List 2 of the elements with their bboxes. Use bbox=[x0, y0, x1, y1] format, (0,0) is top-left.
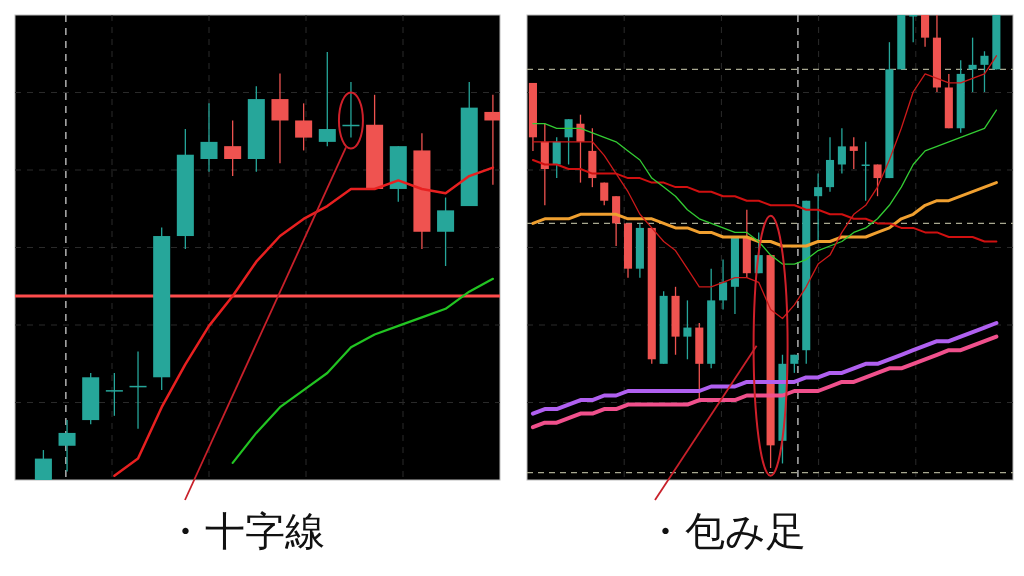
annotation: ・十字線 bbox=[165, 508, 325, 554]
annotation: ・包み足 bbox=[645, 508, 806, 554]
